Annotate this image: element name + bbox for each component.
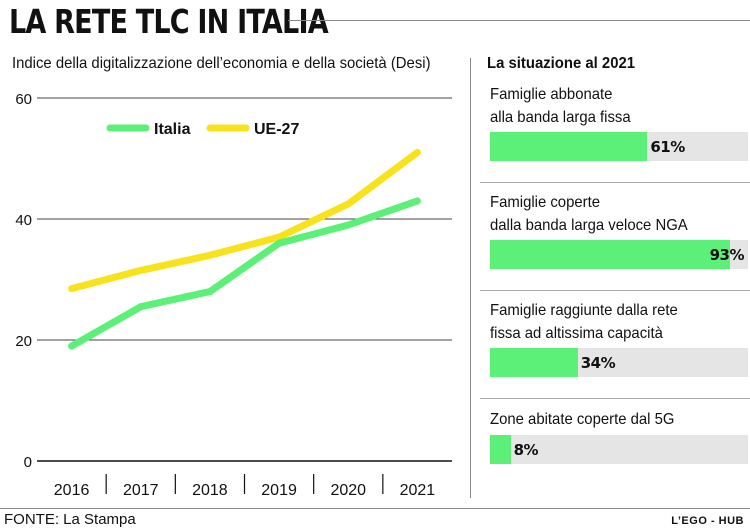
series-line-italia	[68, 197, 421, 350]
credit-logo: L’EGO - HUB	[671, 515, 744, 527]
stat-label-line1: Famiglie abbonate	[490, 86, 613, 103]
stat-label-line2: alla banda larga fissa	[490, 109, 631, 126]
x-tick-label: 2020	[330, 482, 366, 499]
x-tick-label: 2016	[54, 482, 90, 499]
page-title: LA RETE TLC IN ITALIA	[9, 2, 329, 41]
stat-bar-value: 61%	[650, 138, 685, 156]
stat-label-line1: Zone abitate coperte dal 5G	[490, 411, 675, 428]
stat-label-line1: Famiglie coperte	[490, 194, 601, 211]
y-tick-label: 40	[15, 212, 32, 229]
x-tick-label: 2017	[123, 482, 159, 499]
stat-bar-fill	[490, 435, 511, 464]
stat-bar-value: 34%	[580, 354, 616, 372]
stat-item-nga: Famiglie coperte dalla banda larga veloc…	[490, 191, 750, 269]
stat-item-vhcn: Famiglie raggiunte dalla rete fissa ad a…	[490, 299, 750, 377]
panel-title: La situazione al 2021	[487, 55, 636, 72]
stat-bar-track: 61%	[490, 132, 748, 161]
stat-label-line2: fissa ad altissima capacità	[490, 325, 663, 342]
legend-label: Italia	[154, 121, 191, 138]
stat-bar-fill	[490, 240, 730, 269]
title-rule	[288, 20, 750, 21]
y-tick-label: 0	[24, 454, 32, 471]
series-line-ue-27	[68, 148, 421, 293]
panel-separator	[480, 398, 750, 399]
line-chart: 0 20 40 60 2016 2017 2018 2019 2020 2021 Italia UE-…	[15, 91, 452, 499]
stat-bar-fill	[490, 132, 648, 161]
stat-bar-track: 34%	[490, 348, 748, 377]
stat-bar-track: 93%	[490, 240, 748, 269]
stat-item-5g: Zone abitate coperte dal 5G 8%	[490, 408, 750, 464]
stat-bar-fill	[490, 348, 578, 377]
source-note: FONTE: La Stampa	[4, 511, 136, 528]
stat-bar-value: 93%	[709, 246, 745, 264]
stat-item-fixed-broadband: Famiglie abbonate alla banda larga fissa…	[490, 83, 750, 161]
x-tick-label: 2018	[192, 482, 228, 499]
footer-rule	[0, 508, 750, 509]
x-tick-label: 2019	[261, 482, 297, 499]
y-tick-label: 20	[15, 333, 32, 350]
panel-separator	[480, 290, 750, 291]
stat-bar-track: 8%	[490, 435, 748, 464]
stat-label-line2: dalla banda larga veloce NGA	[490, 217, 688, 234]
stat-label-line1: Famiglie raggiunte dalla rete	[490, 302, 678, 319]
y-tick-label: 60	[15, 91, 32, 108]
vertical-divider	[470, 58, 471, 498]
legend-label: UE-27	[254, 121, 299, 138]
chart-subtitle: Indice della digitalizzazione dell’econo…	[12, 55, 431, 72]
x-tick-label: 2021	[400, 482, 436, 499]
stat-bar-value: 8%	[513, 441, 539, 459]
panel-separator	[480, 182, 750, 183]
